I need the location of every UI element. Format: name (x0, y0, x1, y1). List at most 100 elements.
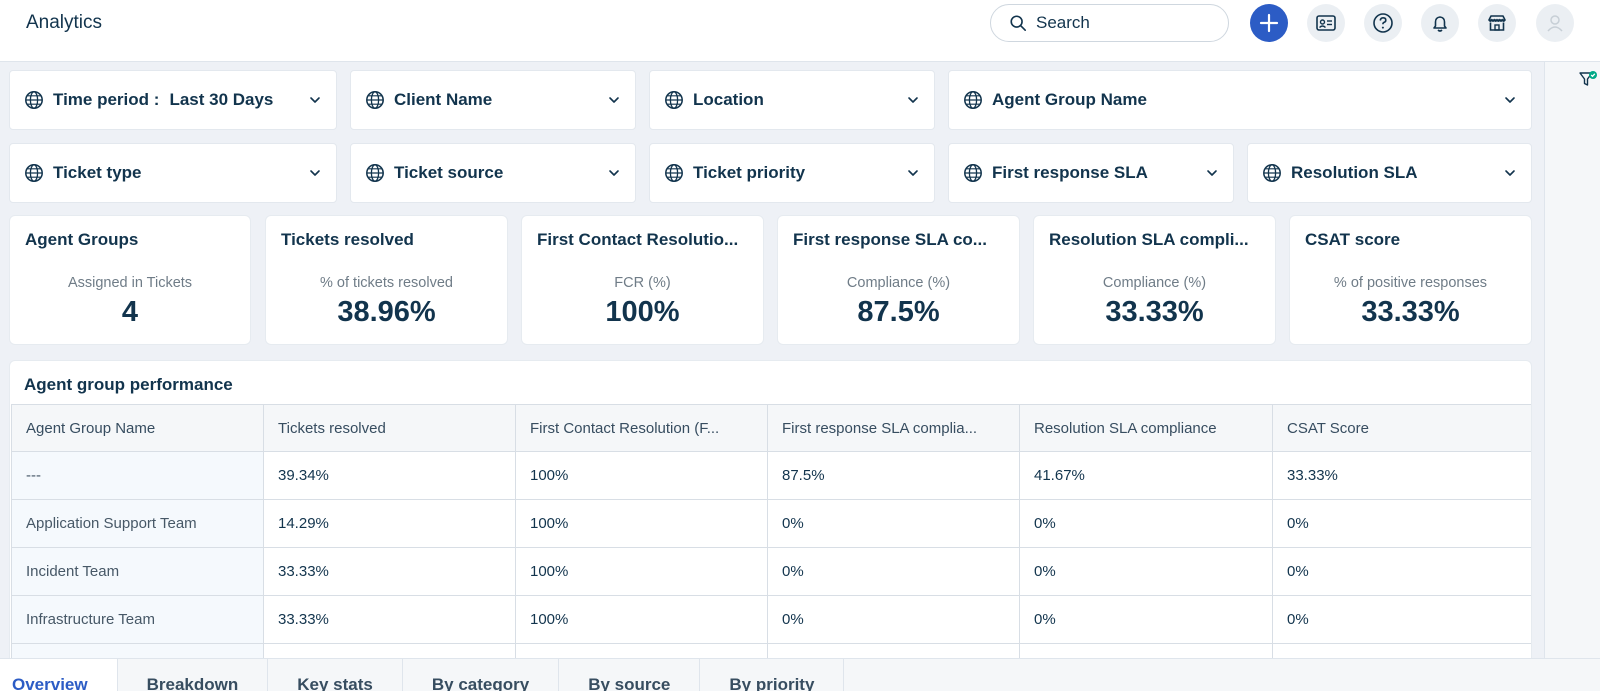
table-row[interactable]: Application Support Team 14.29% 100% 0% … (11, 499, 1531, 548)
table-cell: 100% (515, 595, 768, 644)
kpi-title: Resolution SLA compli... (1049, 230, 1249, 249)
kpi-value: 100% (605, 296, 680, 328)
kpi-title: Agent Groups (25, 230, 139, 249)
table-cell: 39.34% (263, 451, 516, 500)
filter-ticket-priority[interactable]: Ticket priority (649, 143, 935, 203)
table-header-row: Agent Group Name Tickets resolved First … (11, 404, 1531, 452)
chevron-down-icon (908, 97, 918, 103)
kpi-card-first-contact-resolution[interactable]: First Contact Resolutio... FCR (%) 100% (521, 215, 764, 345)
chevron-down-icon (310, 97, 320, 103)
filter-label: Client Name (394, 90, 493, 109)
globe-icon (665, 164, 683, 182)
chevron-down-icon (908, 170, 918, 176)
table-cell: 0% (767, 499, 1020, 548)
table-cell: 0% (1272, 499, 1531, 548)
contact-card-icon (1316, 15, 1336, 31)
column-header[interactable]: First response SLA complia... (767, 404, 1020, 452)
filter-value: Last 30 Days (169, 90, 274, 109)
kpi-card-csat-score[interactable]: CSAT score % of positive responses 33.33… (1289, 215, 1532, 345)
help-button[interactable] (1364, 4, 1402, 42)
right-rail (1545, 62, 1600, 662)
filter-client-name[interactable]: Client Name (350, 70, 636, 130)
filter-ticket-type[interactable]: Ticket type (9, 143, 337, 203)
table-row[interactable]: Infrastructure Team 33.33% 100% 0% 0% 0% (11, 595, 1531, 644)
table-cell: 33.33% (263, 595, 516, 644)
tab-by-category[interactable]: By category (402, 659, 560, 691)
kpi-subtitle: % of tickets resolved (320, 275, 453, 291)
kpi-title: CSAT score (1305, 230, 1401, 249)
column-header[interactable]: Agent Group Name (11, 404, 264, 452)
filter-location[interactable]: Location (649, 70, 935, 130)
kpi-card-first-response-sla[interactable]: First response SLA co... Compliance (%) … (777, 215, 1020, 345)
globe-icon (366, 91, 384, 109)
kpi-card-agent-groups[interactable]: Agent Groups Assigned in Tickets 4 (9, 215, 251, 345)
avatar-icon (1547, 15, 1563, 32)
tab-breakdown[interactable]: Breakdown (117, 659, 269, 691)
bell-icon (1433, 16, 1447, 32)
table-cell: 0% (1019, 547, 1273, 596)
kpi-card-resolution-sla[interactable]: Resolution SLA compli... Compliance (%) … (1033, 215, 1276, 345)
search-icon (1010, 15, 1027, 32)
contacts-button[interactable] (1307, 4, 1345, 42)
table-cell: --- (11, 451, 264, 500)
filter-label: Location (693, 90, 764, 109)
chevron-down-icon (1505, 97, 1515, 103)
chevron-down-icon (1207, 170, 1217, 176)
bottom-tab-bar: Overview Breakdown Key stats By category… (0, 658, 1600, 691)
tab-key-stats[interactable]: Key stats (268, 659, 403, 691)
chevron-down-icon (609, 97, 619, 103)
filter-label: Agent Group Name (992, 90, 1147, 109)
tab-overview[interactable]: Overview (0, 659, 118, 691)
search-input[interactable]: Search (990, 4, 1229, 42)
table-cell: 41.67% (1019, 451, 1273, 500)
tab-by-priority[interactable]: By priority (700, 659, 845, 691)
filter-label: Ticket type (53, 163, 142, 182)
performance-table: Agent Group Name Tickets resolved First … (11, 404, 1531, 669)
globe-icon (25, 164, 43, 182)
panel-title: Agent group performance (24, 375, 233, 394)
table-cell: Infrastructure Team (11, 595, 264, 644)
kpi-subtitle: Compliance (%) (1102, 275, 1207, 291)
globe-icon (366, 164, 384, 182)
filter-agent-group-name[interactable]: Agent Group Name (948, 70, 1532, 130)
table-cell: 33.33% (263, 547, 516, 596)
globe-icon (665, 91, 683, 109)
add-button[interactable] (1250, 4, 1288, 42)
kpi-subtitle: Assigned in Tickets (67, 275, 193, 291)
table-cell: 0% (767, 547, 1020, 596)
globe-icon (964, 91, 982, 109)
search-placeholder: Search (1036, 13, 1090, 32)
vertical-scrollbar[interactable] (1529, 62, 1543, 662)
table-cell: 0% (1272, 595, 1531, 644)
chevron-down-icon (310, 170, 320, 176)
kpi-value: 33.33% (1361, 296, 1460, 328)
column-header[interactable]: Tickets resolved (263, 404, 516, 452)
kpi-value: 87.5% (857, 296, 940, 328)
filter-ticket-source[interactable]: Ticket source (350, 143, 636, 203)
filter-label: Resolution SLA (1291, 163, 1418, 182)
kpi-subtitle: % of positive responses (1333, 275, 1488, 291)
store-icon (1488, 15, 1506, 31)
table-cell: 100% (515, 451, 768, 500)
kpi-card-tickets-resolved[interactable]: Tickets resolved % of tickets resolved 3… (265, 215, 508, 345)
filter-label: Ticket priority (693, 163, 806, 182)
table-cell: 0% (767, 595, 1020, 644)
notifications-button[interactable] (1421, 4, 1459, 42)
filter-time-period[interactable]: Time period : Last 30 Days (9, 70, 337, 130)
filter-first-response-sla[interactable]: First response SLA (948, 143, 1234, 203)
kpi-value: 4 (121, 296, 139, 328)
column-header[interactable]: CSAT Score (1272, 404, 1531, 452)
rail-divider (1544, 62, 1545, 662)
column-header[interactable]: Resolution SLA compliance (1019, 404, 1273, 452)
table-row[interactable]: --- 39.34% 100% 87.5% 41.67% 33.33% (11, 451, 1531, 500)
column-header[interactable]: First Contact Resolution (F... (515, 404, 768, 452)
kpi-title: Tickets resolved (281, 230, 414, 249)
marketplace-button[interactable] (1478, 4, 1516, 42)
user-avatar[interactable] (1536, 4, 1574, 42)
table-row[interactable]: Incident Team 33.33% 100% 0% 0% 0% (11, 547, 1531, 596)
help-icon (1373, 13, 1393, 33)
filter-check-icon[interactable] (1578, 70, 1598, 90)
filter-resolution-sla[interactable]: Resolution SLA (1247, 143, 1532, 203)
page-title: Analytics (26, 12, 103, 33)
tab-by-source[interactable]: By source (559, 659, 701, 691)
